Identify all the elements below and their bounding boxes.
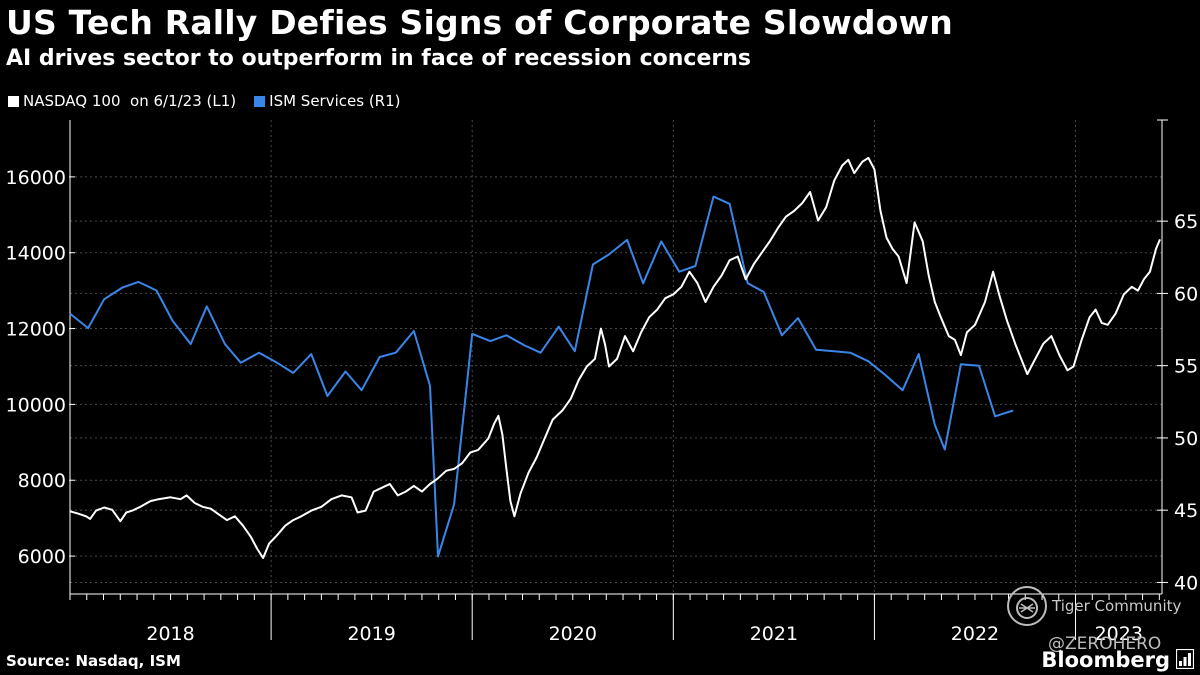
left-tick-label: 10000 — [6, 394, 66, 416]
watermark-hero: @ZEROHERO — [1048, 634, 1162, 654]
left-tick-label: 8000 — [18, 470, 66, 492]
series-line-nasdaq — [69, 156, 1161, 559]
left-tick-label: 16000 — [6, 167, 66, 189]
right-tick-label: 55 — [1174, 356, 1198, 378]
x-tick-label: 2023 — [1095, 623, 1143, 645]
legend-item-ism: ISM Services (R1) — [254, 92, 401, 110]
x-tick-label: 2021 — [750, 623, 798, 645]
legend-swatch-ism — [254, 95, 266, 107]
x-tick-label: 2020 — [549, 623, 597, 645]
chart-subtitle: AI drives sector to outperform in face o… — [6, 46, 751, 71]
right-tick-label: 50 — [1174, 428, 1198, 450]
axes — [69, 119, 1168, 640]
legend-label-nasdaq: NASDAQ 100 on 6/1/23 (L1) — [23, 92, 237, 110]
right-tick-label: 45 — [1174, 500, 1198, 522]
right-tick-label: 60 — [1174, 283, 1198, 305]
gridlines — [70, 120, 1162, 594]
left-tick-label: 14000 — [6, 243, 66, 265]
source-note: Source: Nasdaq, ISM — [6, 652, 181, 670]
x-tick-label: 2019 — [347, 623, 395, 645]
left-tick-label: 6000 — [18, 546, 66, 568]
tick-labels: 6000 8000 10000 12000 14000 16000 40 45 50 55 60 65… — [6, 167, 1199, 645]
x-tick-label: 2018 — [146, 623, 194, 645]
series-line-ism — [69, 195, 1014, 558]
tiger-community-logo-icon — [1007, 586, 1047, 626]
legend-item-nasdaq: NASDAQ 100 on 6/1/23 (L1) — [8, 92, 236, 110]
legend-swatch-nasdaq — [8, 95, 19, 107]
series-lines — [69, 156, 1161, 559]
bloomberg-brand: Bloomberg — [1041, 648, 1170, 672]
bloomberg-terminal-icon — [1176, 649, 1194, 669]
right-tick-label: 65 — [1174, 211, 1198, 233]
x-tick-label: 2022 — [951, 623, 999, 645]
legend: NASDAQ 100 on 6/1/23 (L1) ISM Services (… — [8, 92, 419, 110]
right-tick-label: 40 — [1174, 572, 1198, 594]
legend-label-ism: ISM Services (R1) — [269, 92, 401, 110]
chart-title: US Tech Rally Defies Signs of Corporate … — [6, 3, 953, 42]
left-tick-label: 12000 — [6, 319, 66, 341]
watermark-community: Tiger Community — [1052, 597, 1182, 615]
